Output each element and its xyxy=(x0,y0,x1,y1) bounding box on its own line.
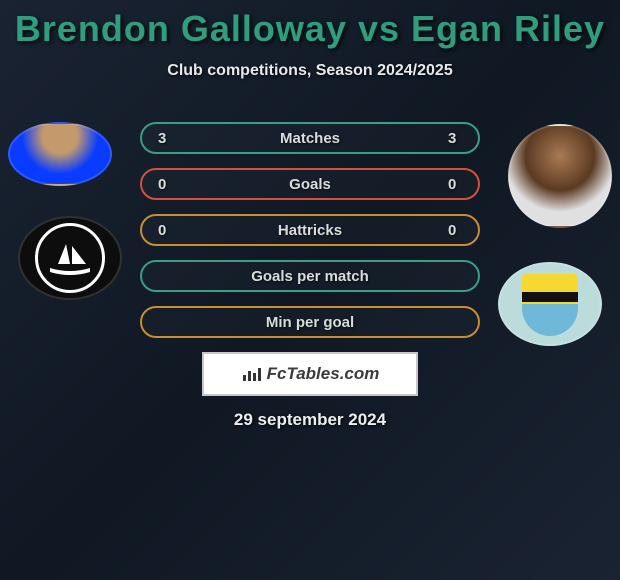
stat-left-value: 0 xyxy=(158,176,172,193)
stat-right-value: 0 xyxy=(448,176,462,193)
stat-row: 0Hattricks0 xyxy=(140,214,480,246)
stats-table: 3Matches30Goals00Hattricks0Goals per mat… xyxy=(140,122,480,352)
chart-icon xyxy=(241,365,263,383)
stat-right-value: 0 xyxy=(448,222,462,239)
brand-label: FcTables.com xyxy=(267,364,380,384)
player-left-avatar xyxy=(8,122,112,186)
stat-label: Goals xyxy=(172,176,448,193)
club-right-badge xyxy=(498,262,602,346)
stat-row: 3Matches3 xyxy=(140,122,480,154)
subtitle: Club competitions, Season 2024/2025 xyxy=(0,62,620,80)
stat-label: Matches xyxy=(172,130,448,147)
date-label: 29 september 2024 xyxy=(0,410,620,430)
stat-left-value: 3 xyxy=(158,130,172,147)
brand-box[interactable]: FcTables.com xyxy=(202,352,418,396)
stat-label: Goals per match xyxy=(172,268,448,285)
club-left-badge xyxy=(18,216,122,300)
stat-right-value: 3 xyxy=(448,130,462,147)
stat-label: Hattricks xyxy=(172,222,448,239)
player-right-avatar xyxy=(508,124,612,228)
stat-row: Min per goal xyxy=(140,306,480,338)
page-title: Brendon Galloway vs Egan Riley xyxy=(0,0,620,50)
stat-row: Goals per match xyxy=(140,260,480,292)
stat-label: Min per goal xyxy=(172,314,448,331)
stat-left-value: 0 xyxy=(158,222,172,239)
sailboat-icon xyxy=(46,240,94,276)
stat-row: 0Goals0 xyxy=(140,168,480,200)
